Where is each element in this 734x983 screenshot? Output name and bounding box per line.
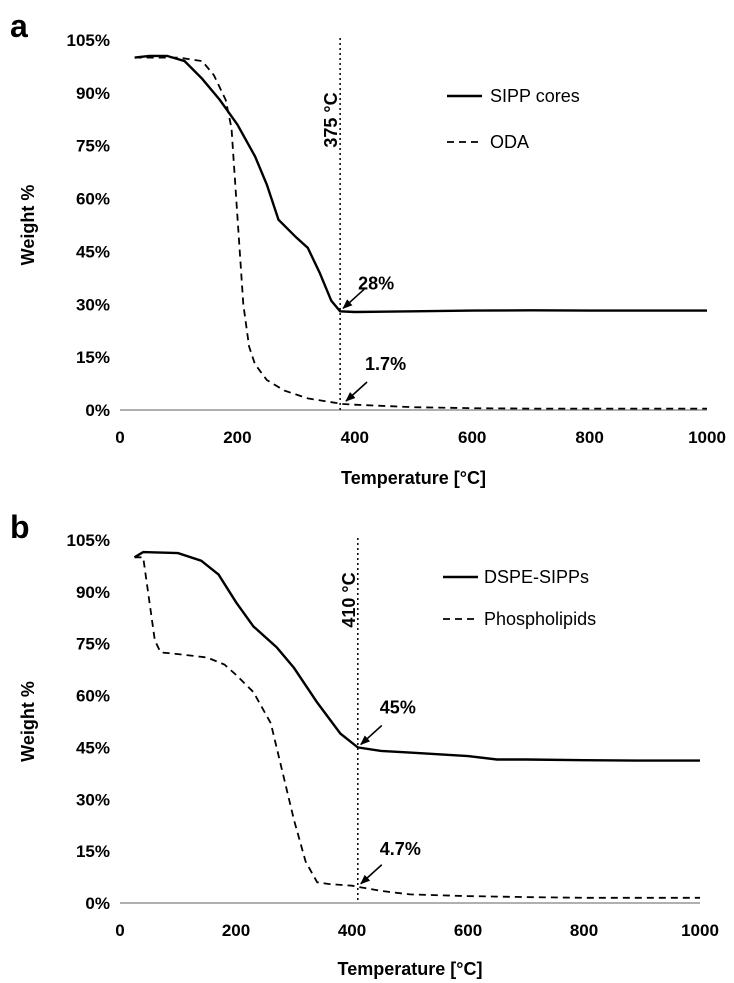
panel-b-x-tick-5: 1000 — [681, 921, 719, 940]
panel-b-x-axis-label: Temperature [°C] — [338, 959, 483, 979]
panel-a-y-tick-0: 0% — [85, 401, 110, 420]
panel-a-chart: a 0% 15% 30% 45% 60% 75% 90% 105% 0 200 400 600 800… — [10, 8, 726, 488]
panel-a-y-tick-3: 45% — [76, 242, 110, 261]
panel-b-legend-label-dspe-sipps: DSPE-SIPPs — [484, 567, 589, 587]
panel-a-y-tick-1: 15% — [76, 348, 110, 367]
panel-a-x-tick-2: 400 — [341, 428, 369, 447]
panel-a-legend-label-sipp-cores: SIPP cores — [490, 86, 580, 106]
panel-a-x-tick-5: 1000 — [688, 428, 726, 447]
panel-b-annotation-dspe-residue: 45% — [360, 697, 416, 746]
panel-b-y-tick-7: 105% — [67, 531, 110, 550]
panel-a-x-axis-label: Temperature [°C] — [341, 468, 486, 488]
panel-a-series-oda-line — [134, 56, 707, 410]
panel-b-y-tick-1: 15% — [76, 842, 110, 861]
panel-a-reference-label: 375 °C — [321, 92, 341, 147]
svg-text:45%: 45% — [380, 697, 416, 717]
panel-a-legend-label-oda: ODA — [490, 132, 529, 152]
panel-a-y-axis-label: Weight % — [18, 185, 38, 266]
panel-a-y-tick-2: 30% — [76, 295, 110, 314]
panel-b-reference-label: 410 °C — [339, 572, 359, 627]
panel-b-y-tick-5: 75% — [76, 635, 110, 654]
panel-b-x-tick-4: 800 — [570, 921, 598, 940]
panel-a-y-tick-5: 75% — [76, 137, 110, 156]
panel-b-y-tick-4: 60% — [76, 687, 110, 706]
panel-b-x-tick-3: 600 — [454, 921, 482, 940]
svg-text:1.7%: 1.7% — [365, 354, 406, 374]
panel-a-y-tick-4: 60% — [76, 190, 110, 209]
panel-a-label: a — [10, 8, 28, 44]
panel-b-y-tick-0: 0% — [85, 894, 110, 913]
panel-b-label: b — [10, 509, 30, 545]
panel-b-y-axis-label: Weight % — [18, 681, 38, 762]
panel-a-x-tick-4: 800 — [575, 428, 603, 447]
panel-a-annotation-sipp-residue: 28% — [342, 273, 394, 310]
panel-a-x-tick-0: 0 — [115, 428, 124, 447]
panel-b-series-phospholipids-line — [134, 556, 700, 899]
panel-b-x-tick-1: 200 — [222, 921, 250, 940]
panel-b-series-dspe-sipps-line — [133, 550, 700, 762]
panel-b-y-tick-2: 30% — [76, 790, 110, 809]
panel-b-annotation-phospholipid-residue: 4.7% — [360, 839, 421, 885]
panel-a-y-tick-7: 105% — [67, 31, 110, 50]
panel-b-x-tick-0: 0 — [115, 921, 124, 940]
panel-b-y-tick-3: 45% — [76, 738, 110, 757]
panel-b-x-tick-2: 400 — [338, 921, 366, 940]
panel-b-legend: DSPE-SIPPs Phospholipids — [443, 567, 596, 629]
panel-b-y-tick-6: 90% — [76, 583, 110, 602]
panel-a-annotation-oda-residue: 1.7% — [345, 354, 406, 402]
svg-text:28%: 28% — [358, 273, 394, 293]
svg-text:4.7%: 4.7% — [380, 839, 421, 859]
panel-a-y-tick-6: 90% — [76, 84, 110, 103]
panel-b-legend-label-phospholipids: Phospholipids — [484, 609, 596, 629]
panel-a-legend: SIPP cores ODA — [447, 86, 580, 152]
panel-a-x-tick-1: 200 — [223, 428, 251, 447]
panel-b-chart: b 0% 15% 30% 45% 60% 75% 90% 105% 0 200 400 600 800… — [10, 509, 719, 979]
panel-a-x-tick-3: 600 — [458, 428, 486, 447]
panel-a-series-sipp-cores-line — [134, 54, 707, 314]
